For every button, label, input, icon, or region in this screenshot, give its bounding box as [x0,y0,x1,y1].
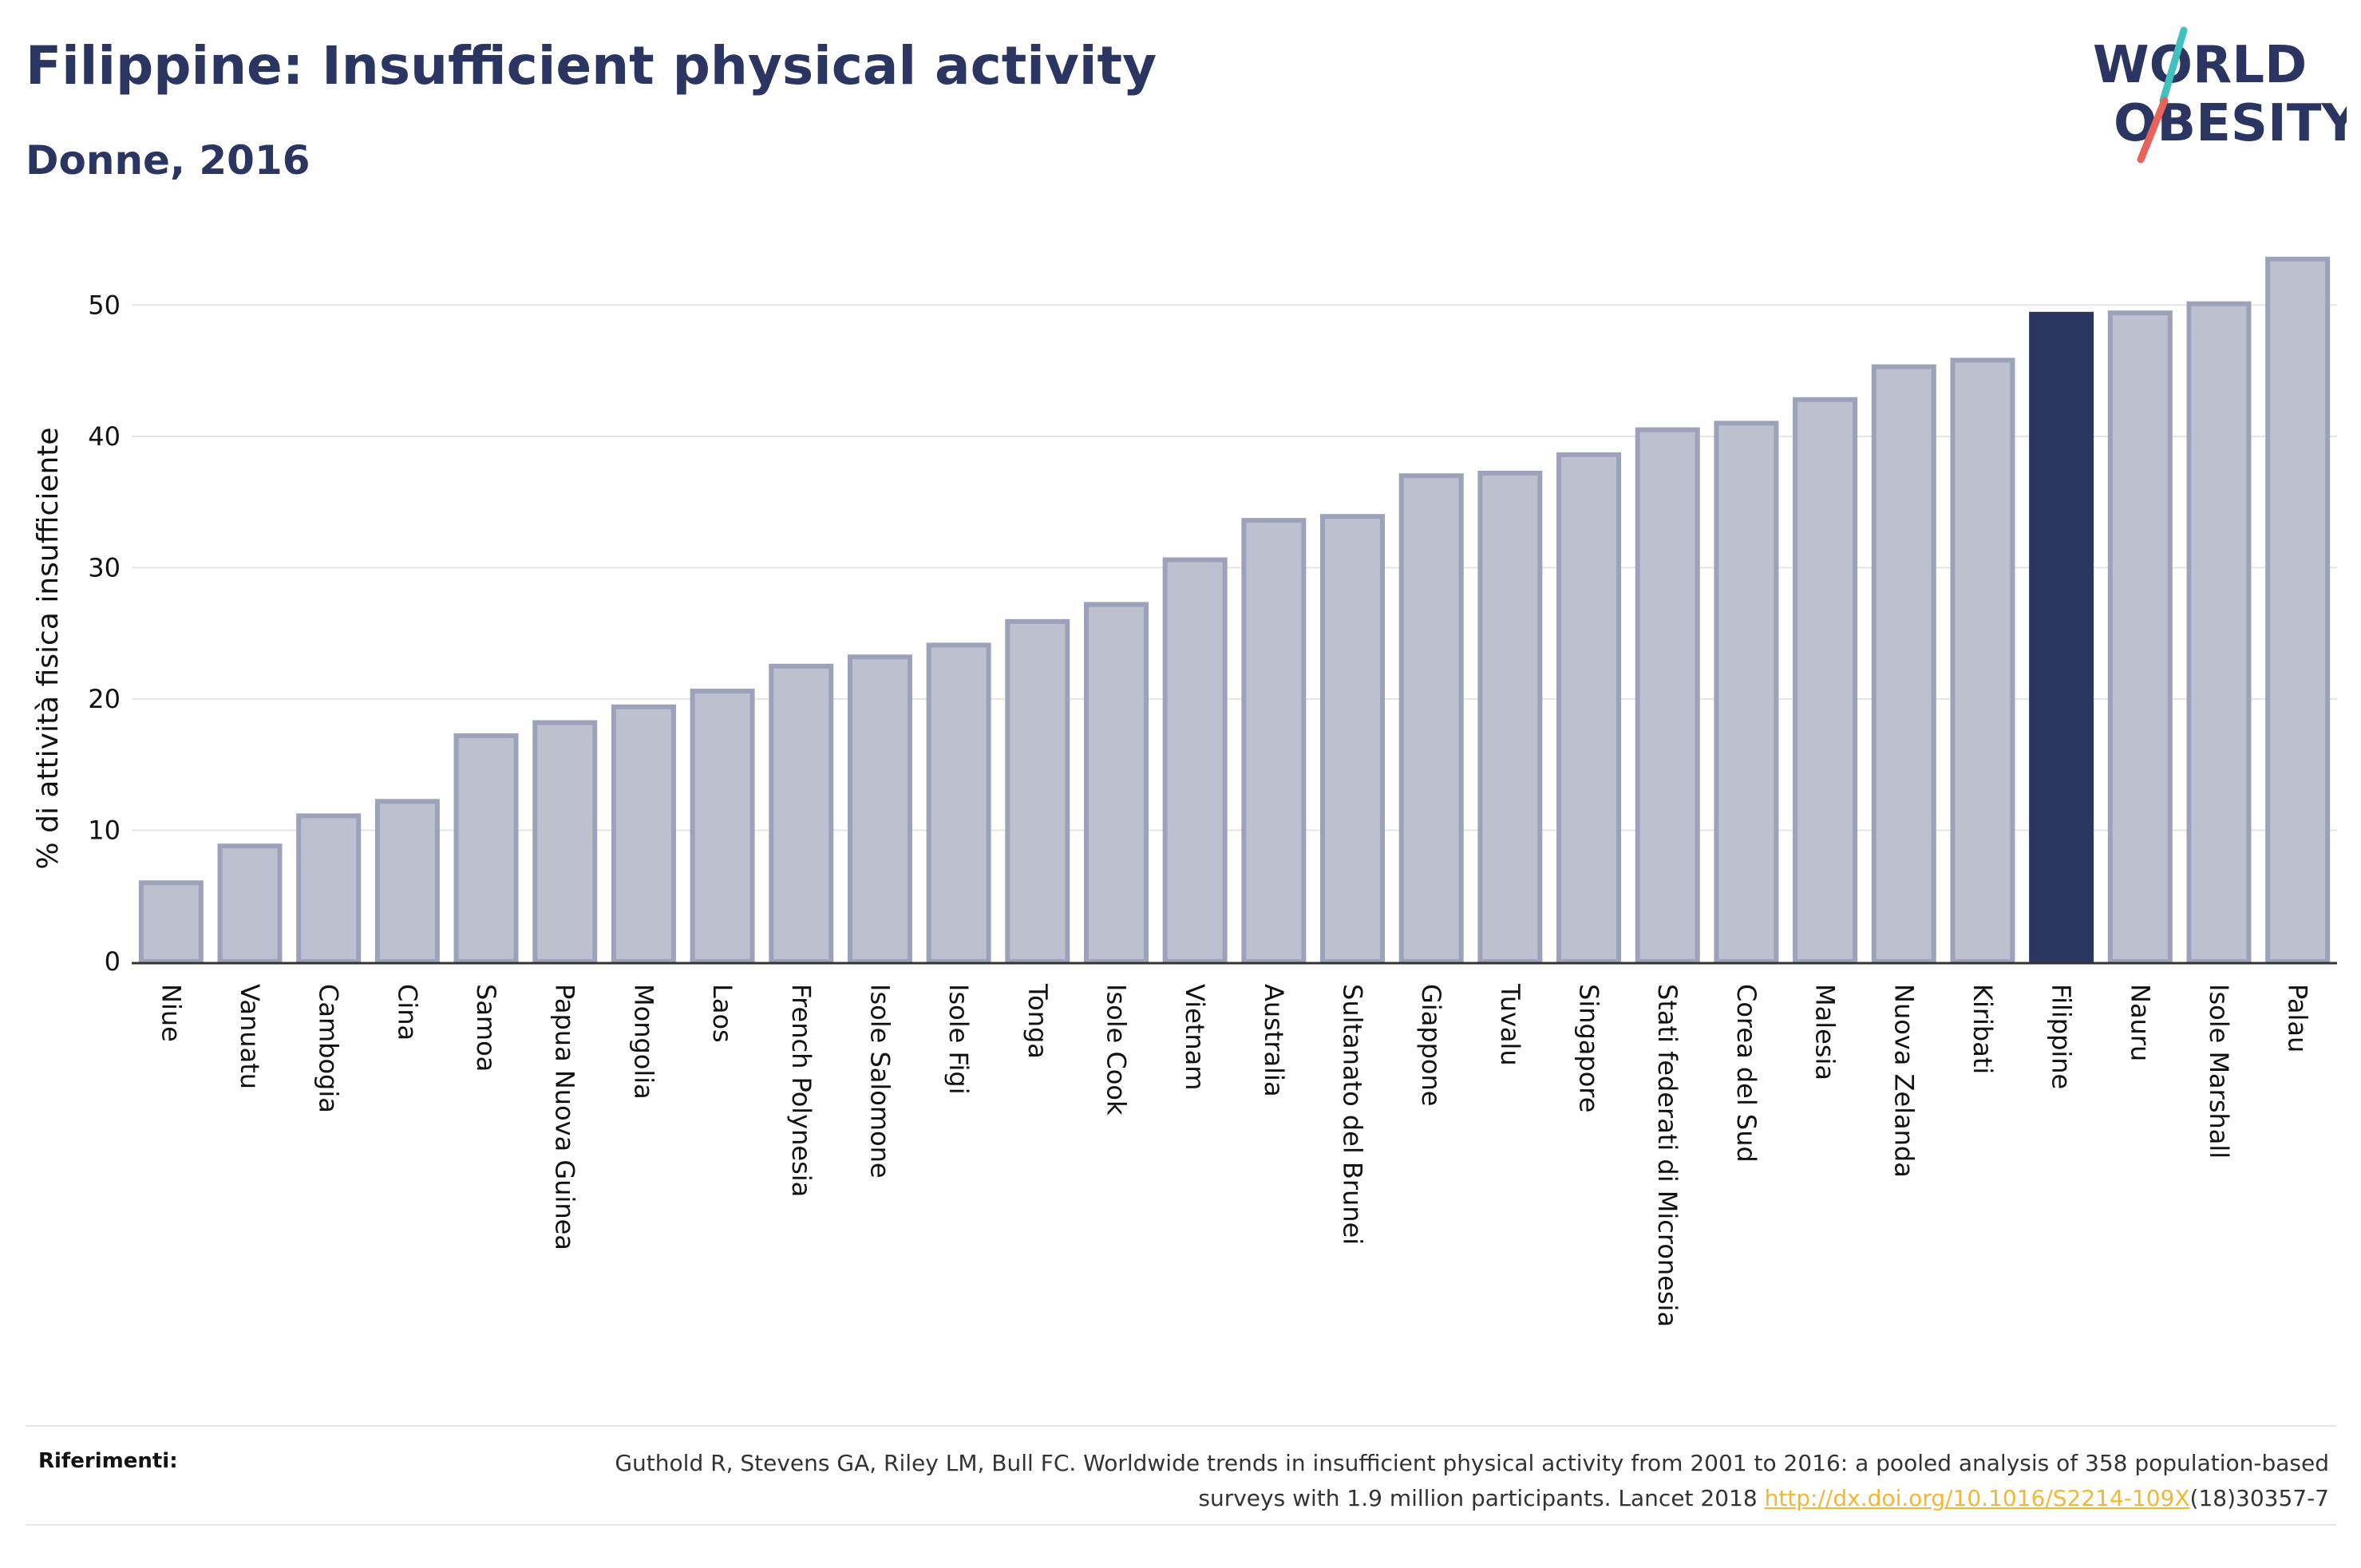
y-tick-labels: 0 10 20 30 40 50 [88,290,121,977]
x-tick-label: Cambogia [314,984,344,1113]
bar-stati-federati-di-micronesia [1635,427,1700,964]
x-tick-label: Isole Salomone [864,984,895,1179]
x-tick-labels: Niue Vanuatu Cambogia Cina Samoa Papua Nuova … [156,983,2312,1327]
x-tick-label: Sultanato del Brunei [1338,984,1368,1245]
x-tick-label: French Polynesia [786,984,817,1197]
x-tick-label: Isole Cook [1101,984,1131,1116]
y-tick-label: 10 [88,815,121,845]
bar-malesia [1793,397,1858,964]
logo-slash-teal [2159,26,2188,105]
bar-kiribati [1950,357,2015,964]
x-tick-label: Palau [2283,984,2313,1053]
bar-chart: 0 10 20 30 40 50 Niue Vanuatu Cambogia Cina Samoa… [32,256,2337,1327]
logo-graphic: WORLD OBESITY [2093,26,2359,164]
bar-isole-figi [926,642,991,964]
x-tick-label: Tuvalu [1495,983,1525,1066]
x-tick-label: Mongolia [628,984,658,1100]
x-tick-label: Malesia [1810,984,1841,1080]
bar-singapore [1556,452,1622,964]
x-tick-label: Nauru [2125,984,2155,1061]
x-tick-label: Papua Nuova Guinea [550,984,580,1250]
y-tick-label: 50 [88,290,121,320]
x-tick-label: Nuova Zelanda [1888,984,1919,1178]
bar-australia [1241,518,1307,964]
bar-french-polynesia [769,663,834,964]
bars [138,256,2331,965]
x-tick-label: Corea del Sud [1731,984,1762,1163]
bar-tuvalu [1477,470,1543,964]
bar-corea-del-sud [1714,421,1779,964]
chart-title: Filippine: Insufficient physical activit… [26,35,1157,97]
bar-isole-marshall [2186,301,2252,964]
bar-filippine [2029,311,2094,965]
bar-isole-salomone [847,654,912,964]
references-label: Riferimenti: [38,1449,178,1473]
logo-slash-coral [2137,97,2169,164]
references-divider-top [26,1425,2336,1427]
logo-text-world: WORLD [2093,36,2307,95]
bar-palau [2265,256,2331,964]
bar-giappone [1398,473,1464,964]
bar-papua-nuova-guinea [532,720,598,964]
y-axis-title: % di attività fisica insufficiente [32,427,65,869]
x-tick-label: Cina [392,984,422,1041]
bar-niue [138,880,204,964]
x-tick-label: Isole Marshall [2204,984,2234,1159]
bar-vietnam [1162,557,1228,964]
chart-subtitle: Donne, 2016 [26,137,310,184]
bar-nauru [2107,310,2173,964]
bar-nuova-zelanda [1871,364,1936,965]
bar-isole-cook [1083,602,1149,964]
x-tick-label: Giappone [1416,984,1446,1106]
references-citation: Guthold R, Stevens GA, Riley LM, Bull FC… [615,1450,2329,1511]
x-tick-label: Tonga [1022,983,1053,1059]
bar-tonga [1005,618,1070,964]
y-tick-label: 20 [88,684,121,714]
x-tick-label: Samoa [471,984,501,1072]
bar-samoa [453,733,519,964]
y-tick-label: 0 [105,946,121,977]
x-tick-label: Niue [156,984,186,1042]
bar-mongolia [611,704,676,964]
references-divider-bottom [26,1524,2336,1526]
y-tick-label: 30 [88,552,121,583]
x-tick-label: Isole Figi [943,984,974,1095]
x-tick-label: Stati federati di Micronesia [1652,984,1683,1327]
bar-cina [374,799,440,964]
y-tick-label: 40 [88,421,121,452]
bar-laos [690,689,755,964]
references-text: Guthold R, Stevens GA, Riley LM, Bull FC… [573,1446,2329,1516]
references-citation-suffix: (18)30357-7 [2189,1485,2329,1511]
x-tick-label: Vietnam [1180,984,1210,1090]
bar-vanuatu [217,843,283,964]
x-tick-label: Singapore [1574,984,1604,1112]
x-tick-label: Kiribati [1968,984,1998,1074]
world-obesity-logo: WORLD OBESITY [2075,22,2359,174]
bar-cambogia [296,813,362,965]
x-tick-label: Laos [707,984,738,1043]
x-tick-label: Vanuatu [235,984,265,1089]
bar-sultanato-del-brunei [1320,514,1386,964]
references-doi-link[interactable]: http://dx.doi.org/10.1016/S2214-109X [1764,1485,2190,1511]
x-tick-label: Australia [1259,984,1289,1097]
x-tick-label: Filippine [2047,984,2077,1089]
